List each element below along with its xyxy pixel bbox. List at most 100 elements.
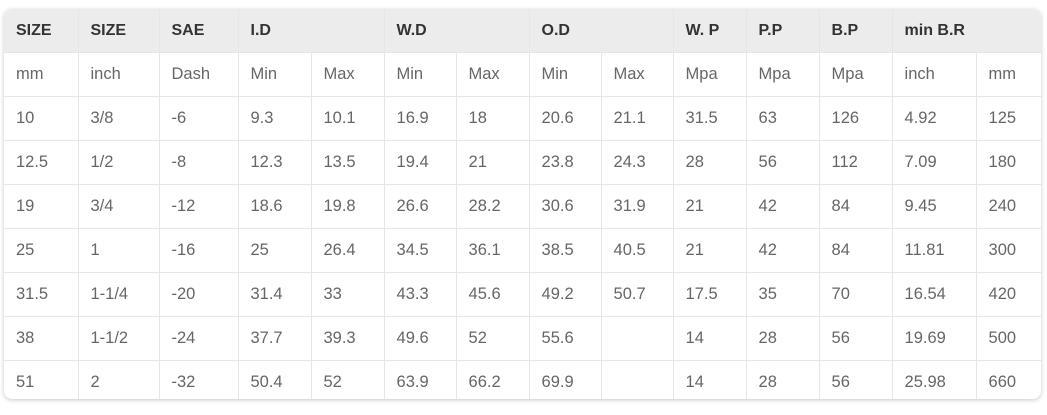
table-cell: mm	[976, 52, 1041, 97]
table-cell: 63.9	[384, 360, 457, 399]
table-cell: 21	[673, 184, 747, 229]
table-cell: Mpa	[673, 52, 747, 97]
table-cell: Min	[238, 52, 312, 97]
table-cell: -24	[159, 316, 239, 361]
table-cell: 14	[673, 316, 747, 361]
header-wire-diameter: W.D	[384, 9, 530, 53]
table-cell: 126	[819, 96, 893, 141]
table-cell: 9.45	[892, 184, 977, 229]
table-cell: 9.3	[238, 96, 312, 141]
table-cell: 19.69	[892, 316, 977, 361]
table-cell: 70	[819, 272, 893, 317]
header-row: SIZE SIZE SAE I.D W.D O.D W. P P.P B.P m…	[4, 9, 1041, 53]
table-cell: 56	[819, 360, 893, 399]
table-cell: 84	[819, 184, 893, 229]
table-cell: 13.5	[311, 140, 385, 185]
table-cell: 42	[746, 184, 820, 229]
table-cell: 69.9	[529, 360, 602, 399]
table-cell: Min	[529, 52, 602, 97]
table-cell: inch	[892, 52, 977, 97]
table-cell: 52	[456, 316, 530, 361]
table-cell: 24.3	[601, 140, 674, 185]
table-cell: 42	[746, 228, 820, 273]
table-cell: 20.6	[529, 96, 602, 141]
table-cell: mm	[4, 52, 79, 97]
hose-specification-table: SIZE SIZE SAE I.D W.D O.D W. P P.P B.P m…	[4, 9, 1041, 399]
table-cell: 16.9	[384, 96, 457, 141]
table-cell: 19.4	[384, 140, 457, 185]
table-cell: 33	[311, 272, 385, 317]
table-cell: 3/4	[78, 184, 160, 229]
table-cell: 19	[4, 184, 79, 229]
specification-table-card: SIZE SIZE SAE I.D W.D O.D W. P P.P B.P m…	[4, 9, 1041, 399]
table-cell: Dash	[159, 52, 239, 97]
table-cell: -12	[159, 184, 239, 229]
table-cell: 1-1/2	[78, 316, 160, 361]
table-cell: 26.4	[311, 228, 385, 273]
table-row: 19 3/4 -12 18.6 19.8 26.6 28.2 30.6 31.9 21 42 84 9.…	[4, 184, 1041, 229]
table-cell: 31.9	[601, 184, 674, 229]
table-cell	[601, 360, 674, 399]
table-cell: 28.2	[456, 184, 530, 229]
table-cell: Min	[384, 52, 457, 97]
table-cell: 43.3	[384, 272, 457, 317]
table-cell: 26.6	[384, 184, 457, 229]
table-cell: 2	[78, 360, 160, 399]
table-cell: 37.7	[238, 316, 312, 361]
table-cell: 28	[673, 140, 747, 185]
header-working-pressure: W. P	[673, 9, 747, 53]
table-cell: 1-1/4	[78, 272, 160, 317]
table-cell: 50.4	[238, 360, 312, 399]
table-cell: 1	[78, 228, 160, 273]
table-cell: 30.6	[529, 184, 602, 229]
table-cell: 28	[746, 360, 820, 399]
table-cell: 21	[673, 228, 747, 273]
table-cell: 112	[819, 140, 893, 185]
table-cell: 55.6	[529, 316, 602, 361]
table-cell: 125	[976, 96, 1041, 141]
table-cell: 45.6	[456, 272, 530, 317]
table-cell: Mpa	[746, 52, 820, 97]
table-cell: 7.09	[892, 140, 977, 185]
table-cell: Max	[601, 52, 674, 97]
table-cell: 25.98	[892, 360, 977, 399]
table-cell: Max	[311, 52, 385, 97]
table-row: 38 1-1/2 -24 37.7 39.3 49.6 52 55.6 14 28 56 19.69 5…	[4, 316, 1041, 361]
table-cell: 4.92	[892, 96, 977, 141]
table-cell: 84	[819, 228, 893, 273]
table-cell: 38.5	[529, 228, 602, 273]
table-cell: 39.3	[311, 316, 385, 361]
header-sae: SAE	[159, 9, 239, 53]
table-cell: inch	[78, 52, 160, 97]
table-cell	[601, 316, 674, 361]
table-cell: Max	[456, 52, 530, 97]
header-size-inch: SIZE	[78, 9, 160, 53]
table-cell: 180	[976, 140, 1041, 185]
table-row: 10 3/8 -6 9.3 10.1 16.9 18 20.6 21.1 31.5 63 126 4.9…	[4, 96, 1041, 141]
header-inner-diameter: I.D	[238, 9, 385, 53]
table-cell: 38	[4, 316, 79, 361]
table-cell: 40.5	[601, 228, 674, 273]
table-cell: 31.5	[4, 272, 79, 317]
table-cell: 19.8	[311, 184, 385, 229]
table-cell: 23.8	[529, 140, 602, 185]
table-cell: 25	[238, 228, 312, 273]
table-cell: 49.6	[384, 316, 457, 361]
table-cell: 50.7	[601, 272, 674, 317]
table-cell: 28	[746, 316, 820, 361]
table-cell: 66.2	[456, 360, 530, 399]
table-cell: 10.1	[311, 96, 385, 141]
table-cell: -16	[159, 228, 239, 273]
header-outer-diameter: O.D	[529, 9, 674, 53]
table-cell: 420	[976, 272, 1041, 317]
table-cell: -20	[159, 272, 239, 317]
table-cell: 300	[976, 228, 1041, 273]
table-cell: 31.4	[238, 272, 312, 317]
table-cell: -32	[159, 360, 239, 399]
table-cell: 36.1	[456, 228, 530, 273]
table-cell: -6	[159, 96, 239, 141]
table-cell: 35	[746, 272, 820, 317]
table-cell: 52	[311, 360, 385, 399]
table-row: 25 1 -16 25 26.4 34.5 36.1 38.5 40.5 21 42 84 11.81 3…	[4, 228, 1041, 273]
table-cell: 10	[4, 96, 79, 141]
